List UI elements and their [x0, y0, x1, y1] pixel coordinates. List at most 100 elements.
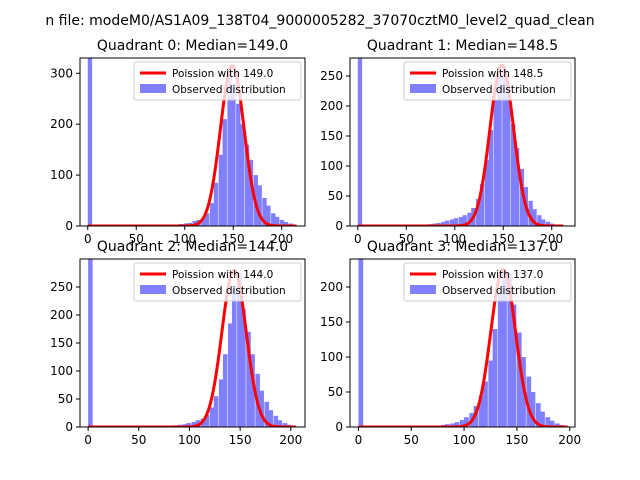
histogram-bar — [87, 58, 93, 226]
y-tick-label: 150 — [50, 336, 73, 350]
chart-panel-3: 0 50 100 150 200 0 50 100 150 200 Quadrant 3: Medi… — [320, 239, 581, 447]
x-tick-label: 150 — [229, 433, 252, 447]
y-tick-label: 150 — [320, 129, 343, 143]
histogram-bar — [459, 420, 465, 427]
histogram-bar — [244, 144, 250, 226]
figure-suptitle: n file: modeM0/AS1A09_138T04_9000005282_… — [45, 13, 594, 29]
histogram-bar — [222, 354, 228, 427]
histogram-bar — [246, 331, 251, 427]
x-tick-label: 100 — [453, 433, 476, 447]
x-tick-label: 50 — [131, 433, 146, 447]
histogram-bar — [484, 160, 490, 226]
y-tick-label: 200 — [320, 99, 343, 113]
histogram-bar — [467, 212, 472, 226]
legend-bar-swatch — [410, 84, 436, 93]
histogram-bar — [250, 354, 255, 427]
histogram-bars — [88, 259, 297, 427]
histogram-bar — [462, 215, 467, 226]
histogram-bar — [537, 215, 542, 226]
histogram-bar — [236, 103, 241, 226]
legend-box — [403, 61, 572, 101]
legend-label-poisson: Poission with 144.0 — [172, 269, 273, 281]
histogram-bar — [511, 304, 517, 427]
histogram-bar — [479, 184, 485, 226]
histogram-bar — [240, 124, 245, 226]
y-tick-label: 100 — [50, 364, 73, 378]
histogram-bar — [464, 417, 469, 427]
histogram-bar — [227, 73, 232, 226]
histogram-bar — [454, 422, 460, 427]
histogram-bar — [540, 411, 545, 427]
x-tick-label: 50 — [129, 232, 144, 246]
histogram-bar — [218, 154, 224, 226]
legend: Poission with 149.0 Observed distribution — [133, 61, 302, 101]
legend: Poission with 148.5 Observed distribution — [403, 61, 572, 101]
axes-frame — [79, 57, 306, 227]
histogram-bar — [259, 390, 264, 427]
y-tick-label: 0 — [335, 420, 343, 434]
chart-panel-2: 0 50 100 150 200 0 50 100 150 200 250 Quadrant 2: M… — [50, 239, 306, 447]
histogram-bar — [191, 421, 197, 427]
histogram-bar — [222, 119, 227, 226]
histogram-bar — [266, 205, 271, 226]
chart-panel-1: 0 50 100 150 200 0 50 100 150 200 250 Quadrant 1: M… — [320, 38, 576, 246]
panels: 0 50 100 150 200 0 100 200 300 Quadrant 0: Median… — [50, 38, 581, 447]
histogram-bar — [554, 423, 560, 427]
histogram-bar — [209, 203, 215, 226]
histogram-bar — [526, 376, 532, 427]
axes-frame — [349, 57, 576, 227]
histogram-bar — [273, 415, 279, 427]
y-tick-label: 250 — [50, 280, 73, 294]
x-tick-label: 50 — [399, 232, 414, 246]
y-tick-label: 100 — [320, 159, 343, 173]
x-tick-label: 150 — [222, 232, 245, 246]
chart-title: Quadrant 2: Median=144.0 — [97, 239, 288, 255]
histogram-bar — [218, 379, 224, 427]
histogram-bar — [545, 417, 551, 427]
histogram-bar — [274, 216, 280, 226]
legend: Poission with 137.0 Observed distribution — [403, 262, 572, 302]
x-tick-label: 200 — [279, 433, 302, 447]
histogram-bar — [535, 403, 541, 427]
legend-box — [403, 262, 572, 302]
poisson-curve — [357, 268, 569, 427]
histogram-bar — [502, 67, 507, 226]
histogram-bar — [507, 273, 513, 427]
histogram-bar — [493, 100, 498, 226]
histogram-bar — [530, 392, 536, 427]
histogram-bar — [497, 294, 503, 427]
histogram-bar — [476, 199, 481, 226]
x-tick-label: 50 — [404, 433, 419, 447]
y-tick-label: 200 — [320, 280, 343, 294]
histogram-bar — [532, 209, 537, 226]
histogram-bar — [186, 423, 191, 427]
y-tick-label: 200 — [50, 117, 73, 131]
legend-box — [133, 262, 302, 302]
histogram-bar — [516, 332, 522, 427]
histogram-bar — [201, 218, 206, 226]
histogram-bar — [488, 360, 494, 427]
legend: Poission with 144.0 Observed distribution — [133, 262, 302, 302]
histogram-bar — [268, 410, 274, 427]
x-tick-label: 200 — [558, 433, 581, 447]
histogram-bar — [205, 213, 210, 226]
histogram-bar — [441, 221, 446, 226]
histogram-bar — [231, 83, 236, 226]
histogram-bar — [204, 414, 210, 427]
histogram-bar — [237, 273, 242, 427]
histogram-bar — [488, 130, 494, 226]
y-tick-label: 50 — [58, 392, 73, 406]
histogram-bar — [541, 219, 546, 226]
histogram-bar — [445, 220, 450, 226]
y-tick-label: 50 — [328, 189, 343, 203]
histogram-bar — [227, 323, 233, 427]
histogram-bar — [213, 396, 219, 427]
histogram-bar — [450, 423, 456, 427]
x-tick-label: 200 — [540, 232, 563, 246]
histogram-bar — [209, 407, 215, 427]
histogram-bar — [492, 329, 498, 427]
histogram-bar — [449, 219, 455, 226]
histogram-bar — [232, 287, 237, 427]
x-tick-label: 100 — [443, 232, 466, 246]
legend-bar-swatch — [410, 285, 436, 294]
